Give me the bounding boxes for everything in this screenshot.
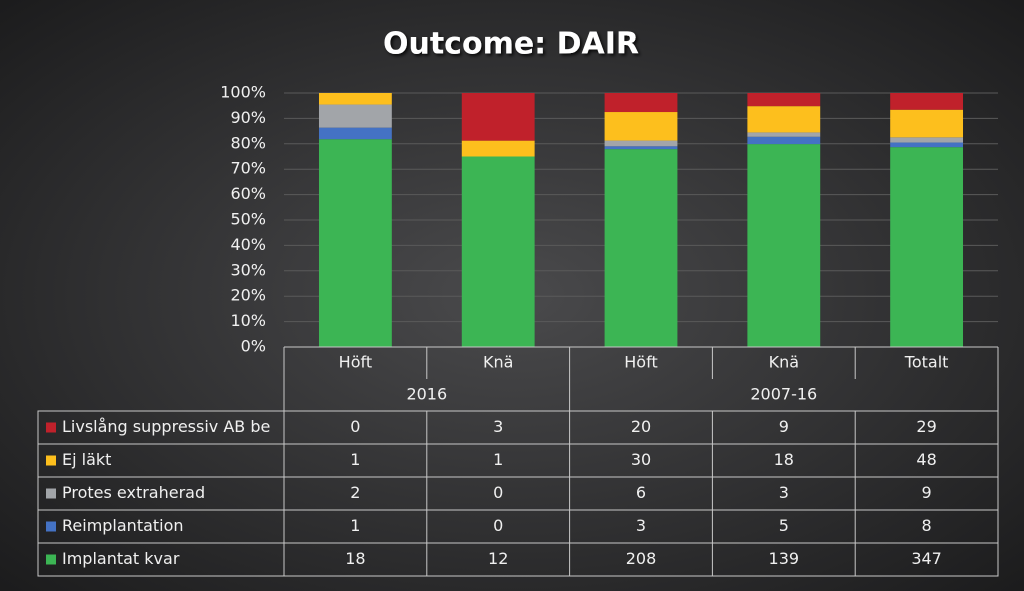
group-label: 2007-16 [750, 385, 817, 404]
chart-title: Outcome: DAIR [383, 27, 639, 62]
table-value: 20 [631, 417, 651, 436]
legend-label: Livslång suppressiv AB be [62, 417, 270, 436]
x-tick-label: Höft [339, 353, 372, 372]
table-value: 48 [916, 450, 936, 469]
x-tick-label: Höft [624, 353, 657, 372]
legend-label: Protes extraherad [62, 483, 205, 502]
table-value: 5 [779, 516, 789, 535]
y-tick-label: 10% [230, 311, 266, 330]
bar-segment [461, 93, 535, 141]
table-value: 8 [922, 516, 932, 535]
legend-label: Reimplantation [62, 516, 184, 535]
group-label: 2016 [406, 385, 447, 404]
bar-segment [318, 104, 392, 128]
bar-segment [318, 127, 392, 140]
y-tick-label: 100% [220, 83, 266, 102]
y-tick-label: 40% [230, 235, 266, 254]
table-value: 3 [779, 483, 789, 502]
table-value: 18 [345, 549, 365, 568]
legend-swatch [46, 455, 56, 466]
table-value: 0 [493, 483, 503, 502]
bar-segment [890, 137, 964, 143]
y-tick-label: 0% [241, 337, 266, 356]
bar-segment [890, 142, 964, 148]
bar-segment [747, 106, 821, 133]
y-tick-label: 90% [230, 108, 266, 127]
y-tick-label: 80% [230, 133, 266, 152]
table-value: 18 [774, 450, 794, 469]
bar-segment [604, 149, 678, 347]
legend-swatch [46, 422, 56, 433]
table-value: 29 [916, 417, 936, 436]
bar-segment [747, 144, 821, 347]
legend-swatch [46, 488, 56, 499]
bar-segment [747, 132, 821, 137]
legend-swatch [46, 554, 56, 565]
table-value: 12 [488, 549, 508, 568]
bar-segment [604, 93, 678, 113]
x-tick-label: Knä [483, 353, 513, 372]
y-tick-label: 30% [230, 260, 266, 279]
bar-segment [890, 93, 964, 110]
table-row [37, 542, 999, 577]
y-tick-label: 70% [230, 159, 266, 178]
bar-segment [604, 146, 678, 150]
table-value: 30 [631, 450, 651, 469]
bar-segment [604, 140, 678, 147]
y-tick-label: 50% [230, 210, 266, 229]
bar-segment [461, 140, 535, 157]
table-value: 6 [636, 483, 646, 502]
table-value: 208 [626, 549, 657, 568]
table-value: 0 [350, 417, 360, 436]
legend-label: Implantat kvar [62, 549, 180, 568]
bar-segment [890, 147, 964, 347]
bar-segment [890, 109, 964, 138]
table-value: 1 [493, 450, 503, 469]
table-value: 347 [911, 549, 942, 568]
table-value: 139 [769, 549, 800, 568]
bar-segment [604, 112, 678, 141]
bar-segment [461, 156, 535, 347]
table-value: 3 [493, 417, 503, 436]
table-value: 9 [779, 417, 789, 436]
x-tick-label: Knä [769, 353, 799, 372]
table-value: 1 [350, 450, 360, 469]
y-tick-label: 60% [230, 184, 266, 203]
x-tick-label: Totalt [904, 353, 949, 372]
table-value: 0 [493, 516, 503, 535]
bar-segment [318, 93, 392, 105]
table-value: 3 [636, 516, 646, 535]
bar-segment [747, 136, 821, 145]
table-value: 2 [350, 483, 360, 502]
bar-segment [747, 93, 821, 107]
legend-swatch [46, 521, 56, 532]
table-value: 9 [922, 483, 932, 502]
legend-label: Ej läkt [62, 450, 111, 469]
y-tick-label: 20% [230, 286, 266, 305]
table-value: 1 [350, 516, 360, 535]
bar-segment [318, 139, 392, 347]
